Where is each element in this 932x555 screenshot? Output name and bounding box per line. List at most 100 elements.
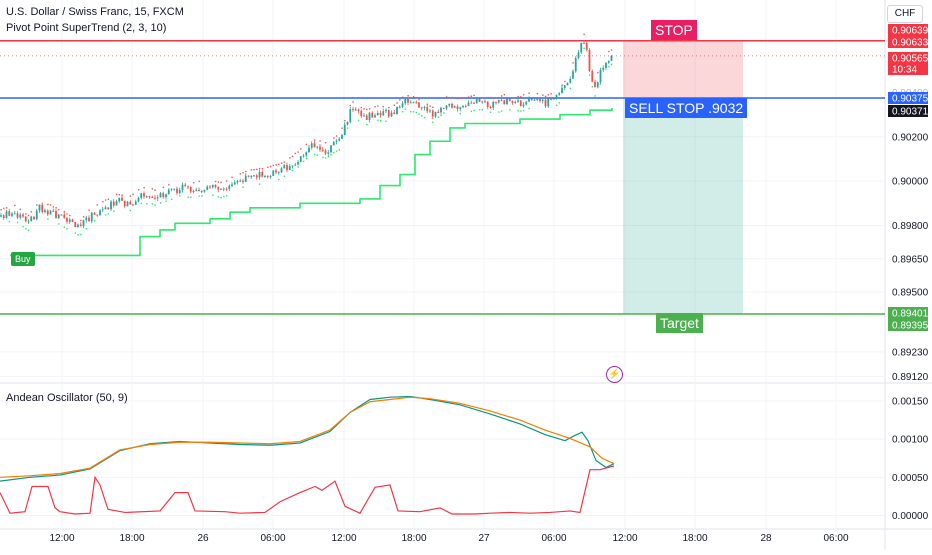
pivot-high-dot — [66, 213, 68, 215]
pivot-high-dot — [49, 204, 52, 206]
candle-body — [492, 101, 495, 108]
candle-body — [277, 172, 280, 174]
price-label-sell-2-bg — [888, 105, 928, 117]
candle-body — [244, 175, 247, 182]
pivot-high-dot — [261, 167, 264, 170]
candle-body — [321, 149, 324, 151]
candle-body — [569, 78, 572, 83]
candle-body — [275, 170, 277, 173]
candle-body — [376, 113, 379, 116]
pivot-high-dot — [445, 96, 448, 98]
pivot-low-dot — [410, 110, 412, 113]
pivot-low-dot — [432, 121, 434, 123]
pivot-low-dot — [558, 102, 561, 104]
pivot-high-dot — [503, 94, 506, 96]
candle-body — [519, 100, 522, 107]
candle-body — [409, 102, 412, 104]
candle-body — [363, 115, 365, 117]
candle-body — [77, 224, 79, 228]
pivot-high-dot — [429, 105, 431, 107]
pivot-low-dot — [297, 166, 299, 168]
pivot-low-dot — [278, 178, 280, 181]
pivot-high-dot — [214, 180, 217, 183]
pivot-low-dot — [93, 220, 96, 222]
candle-body — [195, 189, 198, 191]
pivot-low-dot — [597, 86, 599, 89]
pivot-low-dot — [85, 227, 88, 230]
candle-body — [497, 100, 500, 103]
candle-body — [115, 201, 118, 206]
candle-body — [167, 189, 170, 195]
pivot-high-dot — [467, 96, 470, 98]
price-label-last-bg — [888, 52, 928, 64]
pivot-low-dot — [146, 202, 148, 205]
pivot-low-dot — [509, 109, 511, 111]
pivot-high-dot — [121, 194, 123, 196]
candle-body — [599, 69, 602, 83]
candle-body — [528, 98, 530, 102]
candle-body — [63, 214, 66, 218]
candle-body — [228, 185, 231, 189]
time-axis-tick: 28 — [760, 533, 772, 544]
candle-body — [407, 97, 409, 103]
candle-body — [5, 211, 8, 218]
pivot-high-dot — [198, 180, 200, 183]
candle-body — [112, 201, 115, 206]
candle-body — [46, 210, 49, 215]
candle-body — [258, 171, 261, 178]
candle-body — [327, 152, 330, 154]
pivot-low-dot — [555, 104, 558, 107]
time-axis-tick: 06:00 — [541, 533, 566, 544]
candle-body — [352, 109, 354, 111]
pivot-low-dot — [588, 74, 591, 76]
price-label-stop-bg — [888, 24, 928, 36]
candle-body — [302, 155, 305, 157]
pivot-high-dot — [542, 94, 544, 96]
candle-body — [462, 105, 464, 108]
pivot-high-dot — [451, 96, 453, 99]
pivot-high-dot — [242, 172, 244, 174]
pivot-high-dot — [297, 151, 299, 153]
candle-body — [110, 201, 112, 210]
candle-body — [313, 143, 316, 148]
pivot-low-dot — [179, 195, 181, 197]
candle-body — [126, 201, 129, 207]
time-axis-tick: 06:00 — [260, 533, 285, 544]
pivot-low-dot — [201, 195, 203, 197]
candle-body — [13, 213, 16, 215]
pivot-high-dot — [324, 142, 327, 144]
pivot-high-dot — [30, 211, 33, 213]
price-axis-tick: 0.89230 — [892, 347, 929, 358]
currency-button[interactable]: CHF — [887, 5, 923, 23]
price-label-target: 0.89401 — [892, 309, 929, 320]
candle-body — [470, 102, 473, 104]
pivot-high-dot — [47, 203, 49, 206]
candle-body — [442, 107, 445, 109]
candle-body — [148, 196, 151, 198]
candle-body — [19, 214, 22, 218]
candle-body — [211, 184, 214, 188]
candle-body — [374, 115, 376, 118]
pivot-low-dot — [113, 210, 115, 212]
candle-body — [401, 103, 404, 107]
pivot-high-dot — [415, 97, 418, 99]
candle-body — [418, 102, 420, 108]
pivot-high-dot — [0, 208, 2, 211]
candle-body — [360, 110, 363, 117]
candle-body — [464, 105, 467, 107]
pivot-high-dot — [27, 214, 30, 217]
lightning-icon[interactable]: ⚡ — [606, 366, 623, 383]
time-axis-tick: 18:00 — [401, 533, 426, 544]
pivot-low-dot — [500, 110, 503, 112]
price-label-countdown-bg — [888, 63, 928, 75]
candle-body — [338, 138, 341, 141]
pivot-low-dot — [27, 229, 30, 232]
candle-body — [533, 99, 536, 101]
pivot-high-dot — [14, 204, 16, 207]
candle-body — [365, 115, 368, 120]
pivot-high-dot — [192, 182, 195, 184]
pivot-high-dot — [154, 189, 156, 191]
